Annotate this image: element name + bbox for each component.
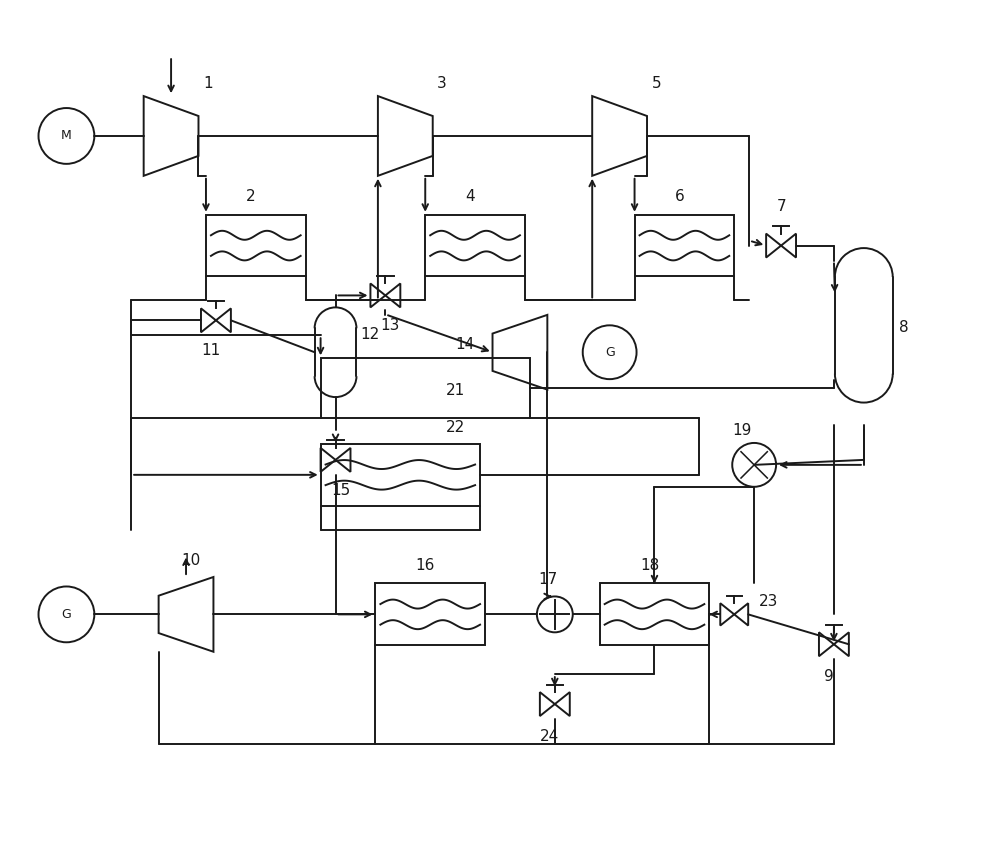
Text: 4: 4 [465,189,475,204]
Text: 2: 2 [246,189,256,204]
Text: 19: 19 [733,423,752,438]
Bar [375,583,485,645]
Text: 15: 15 [331,483,350,498]
Text: 1: 1 [203,76,213,91]
Text: 9: 9 [824,669,834,684]
Text: G: G [605,346,615,359]
Text: 24: 24 [540,729,559,744]
Text: 21: 21 [446,383,465,398]
Text: 6: 6 [675,189,684,204]
Text: 17: 17 [538,572,557,587]
Text: 3: 3 [437,76,447,91]
Text: 22: 22 [446,420,465,435]
Text: 10: 10 [181,552,201,568]
Text: 16: 16 [416,558,435,573]
Bar [635,215,734,276]
Text: 18: 18 [640,558,659,573]
Bar [425,215,525,276]
Text: 5: 5 [652,76,661,91]
Text: 14: 14 [455,337,475,352]
Text: 8: 8 [899,320,908,335]
Text: 13: 13 [381,318,400,333]
Text: G: G [62,608,71,620]
Text: 11: 11 [201,343,221,358]
Text: 23: 23 [759,594,779,609]
Text: 12: 12 [360,327,380,343]
Bar [321,358,530,418]
Text: M: M [61,129,72,143]
Bar [600,583,709,645]
Bar [206,215,306,276]
Text: 7: 7 [776,199,786,213]
Bar [321,444,480,506]
